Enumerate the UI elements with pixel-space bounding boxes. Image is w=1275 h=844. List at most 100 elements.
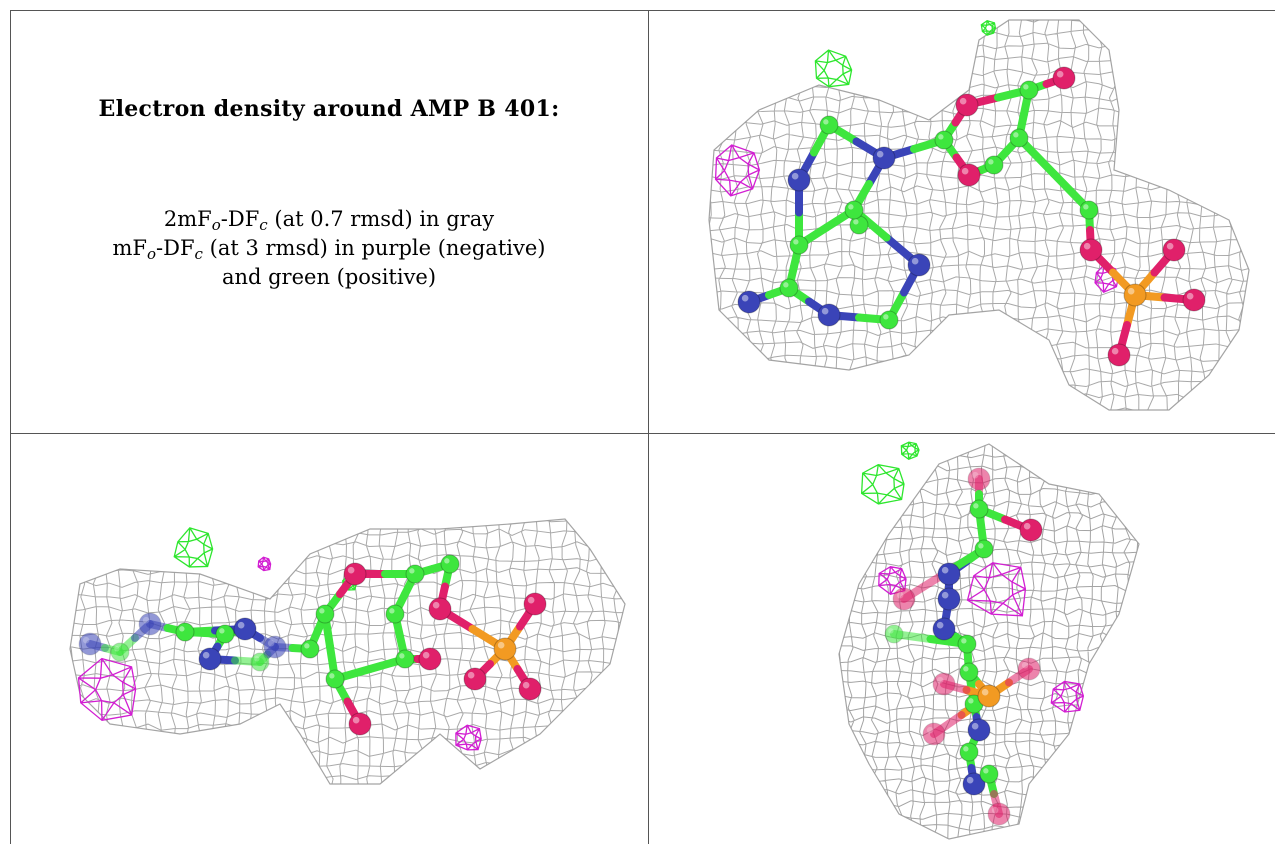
- br-atom-highlight: [963, 666, 969, 672]
- tr-carbon-atom: [984, 155, 1004, 175]
- br-atom-highlight: [941, 566, 949, 574]
- bl-carbon-atom: [300, 639, 320, 659]
- br-oxygen-atom: [967, 467, 991, 491]
- tr-atom-highlight: [1111, 347, 1119, 355]
- bl-carbon-atom: [315, 604, 335, 624]
- bl-nitrogen-atom: [78, 632, 102, 656]
- tr-atom-highlight: [1186, 292, 1194, 300]
- br-nitrogen-atom: [937, 587, 961, 611]
- tr-nitrogen-atom: [737, 290, 761, 314]
- view-top-right: [649, 10, 1275, 433]
- bl-oxygen-atom: [523, 592, 547, 616]
- tr-carbon-atom: [844, 200, 864, 220]
- tr-oxygen-atom: [1162, 238, 1186, 262]
- frame-top-border: [10, 10, 1275, 11]
- tr-atom-highlight: [791, 172, 799, 180]
- tr-carbon-atom: [1079, 200, 1099, 220]
- bl-atom-highlight: [82, 636, 90, 644]
- tr-oxygen-atom: [1182, 288, 1206, 312]
- tr-oxygen-atom: [957, 163, 981, 187]
- tr-carbon-atom: [779, 278, 799, 298]
- tr-atom-highlight: [959, 97, 967, 105]
- tr-phosphorus-atom: [1123, 283, 1147, 307]
- tr-carbon-atom: [1009, 128, 1029, 148]
- tr-atom-highlight: [1056, 70, 1064, 78]
- legend-line-positive: and green (positive): [221, 265, 437, 289]
- br-atom-highlight: [973, 503, 979, 509]
- br-nitrogen-atom: [967, 718, 991, 742]
- bl-atom-highlight: [444, 558, 450, 564]
- br-atom-highlight: [968, 698, 974, 704]
- frame-center-divider: [648, 10, 649, 844]
- bl-carbon-atom: [325, 669, 345, 689]
- br-positive-density-blob: [860, 464, 905, 505]
- tr-density-mesh-outline: [708, 19, 1250, 411]
- bl-carbon-atom: [385, 604, 405, 624]
- br-nitrogen-atom: [932, 617, 956, 641]
- bl-atom-highlight: [389, 608, 395, 614]
- bl-atom-highlight: [497, 641, 505, 649]
- bl-atom-highlight: [254, 656, 260, 662]
- bl-oxygen-atom: [518, 677, 542, 701]
- br-oxygen-atom: [987, 802, 1011, 826]
- bl-atom-highlight: [527, 596, 535, 604]
- tr-nitrogen-atom: [872, 146, 896, 170]
- br-atom-highlight: [963, 746, 969, 752]
- bl-density-mesh-outline: [69, 518, 626, 785]
- bl-atom-highlight: [267, 639, 275, 647]
- br-atom-highlight: [888, 628, 894, 634]
- frame-middle-divider: [10, 433, 1275, 434]
- tr-carbon-atom: [1019, 80, 1039, 100]
- bl-phosphorus-atom: [493, 637, 517, 661]
- tr-negative-density-blob: [714, 144, 761, 197]
- br-density-mesh-outline: [838, 443, 1140, 840]
- tr-atom-highlight: [823, 119, 829, 125]
- br-negative-density-right: [1050, 680, 1085, 713]
- bl-carbon-atom: [395, 649, 415, 669]
- tr-atom-highlight: [1127, 287, 1135, 295]
- tr-atom-highlight: [741, 294, 749, 302]
- br-oxygen-atom: [1019, 518, 1043, 542]
- tr-atom-highlight: [938, 134, 944, 140]
- br-carbon-atom: [974, 539, 994, 559]
- tr-carbon-atom: [879, 310, 899, 330]
- tr-carbon-atom: [819, 115, 839, 135]
- density-view-top-right: [708, 19, 1250, 411]
- br-atom-highlight: [926, 726, 934, 734]
- bl-atom-highlight: [114, 646, 120, 652]
- bl-atom-highlight: [179, 626, 185, 632]
- bl-carbon-atom: [440, 554, 460, 574]
- bl-carbon-atom: [215, 624, 235, 644]
- bl-atom-highlight: [352, 716, 360, 724]
- tr-oxygen-atom: [1052, 66, 1076, 90]
- br-atom-highlight: [1021, 661, 1029, 669]
- br-atom-highlight: [978, 543, 984, 549]
- bl-carbon-atom: [110, 642, 130, 662]
- bl-negative-density-small: [257, 556, 272, 572]
- br-oxygen-atom: [1017, 657, 1041, 681]
- bl-atom-highlight: [219, 628, 225, 634]
- bl-atom-highlight: [422, 651, 430, 659]
- tr-positive-density-small: [980, 19, 997, 36]
- br-atom-highlight: [983, 768, 989, 774]
- tr-oxygen-atom: [1079, 238, 1103, 262]
- br-atom-highlight: [961, 638, 967, 644]
- tr-carbon-atom: [789, 235, 809, 255]
- bl-atom-highlight: [319, 608, 325, 614]
- br-carbon-atom: [959, 662, 979, 682]
- tr-atom-highlight: [1083, 204, 1089, 210]
- bl-atom-highlight: [237, 621, 245, 629]
- tr-atom-highlight: [793, 239, 799, 245]
- br-nitrogen-atom: [937, 562, 961, 586]
- view-bottom-right: [649, 434, 1275, 844]
- caption-panel: Electron density around AMP B 401: 2mFo-…: [10, 10, 648, 433]
- bl-atom-highlight: [432, 601, 440, 609]
- bl-atom-highlight: [304, 643, 310, 649]
- br-carbon-atom: [979, 764, 999, 784]
- bl-atom-highlight: [522, 681, 530, 689]
- br-atom-highlight: [991, 806, 999, 814]
- br-atom-highlight: [941, 591, 949, 599]
- br-atom-highlight: [936, 676, 944, 684]
- br-oxygen-atom: [932, 672, 956, 696]
- br-oxygen-atom: [892, 587, 916, 611]
